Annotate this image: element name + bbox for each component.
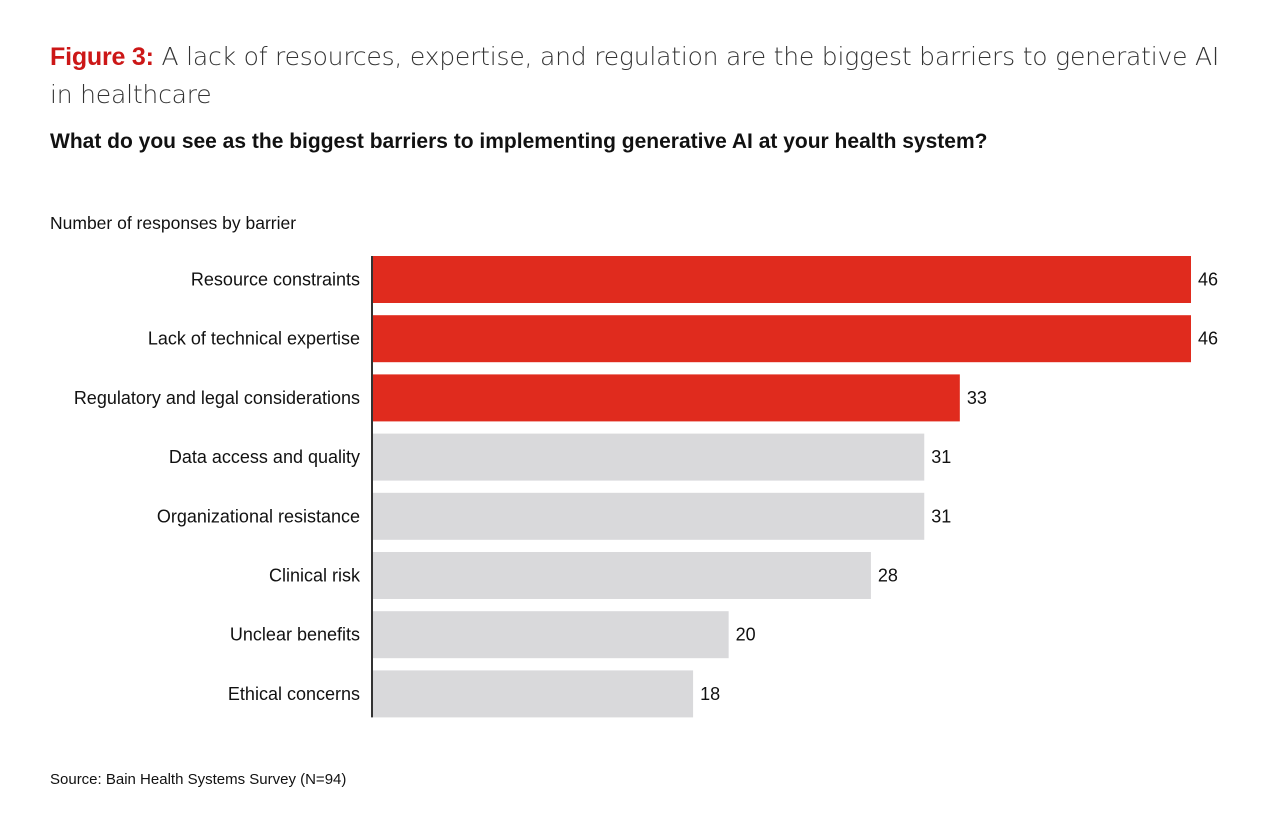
value-label: 18 (700, 684, 720, 704)
bar-1 (373, 315, 1191, 363)
value-label: 33 (967, 388, 987, 408)
bar-0 (373, 256, 1191, 303)
bar-3 (373, 433, 925, 481)
figure-title-text: A lack of resources, expertise, and regu… (50, 42, 1220, 109)
category-label: Lack of technical expertise (148, 329, 360, 349)
category-label: Regulatory and legal considerations (74, 388, 360, 408)
bar-7 (373, 670, 694, 718)
value-label: 20 (736, 625, 756, 645)
chart-question: What do you see as the biggest barriers … (50, 130, 988, 153)
figure-title: Figure 3: A lack of resources, expertise… (50, 38, 1230, 113)
category-label: Data access and quality (169, 447, 360, 467)
figure-label: Figure 3: (50, 43, 154, 71)
bar-2 (373, 374, 960, 422)
category-label: Organizational resistance (157, 506, 360, 526)
category-label: Clinical risk (269, 566, 361, 586)
bar-4 (373, 492, 925, 540)
unit-label: Number of responses by barrier (50, 213, 297, 233)
value-label: 28 (878, 566, 898, 586)
bar-6 (373, 611, 729, 659)
source-note: Source: Bain Health Systems Survey (N=94… (50, 771, 347, 788)
category-label: Resource constraints (191, 270, 360, 290)
value-label: 31 (931, 447, 951, 467)
value-label: 31 (931, 506, 951, 526)
bar-5 (373, 552, 871, 599)
value-label: 46 (1198, 270, 1218, 290)
category-label: Unclear benefits (230, 625, 360, 645)
value-label: 46 (1198, 329, 1218, 349)
category-label: Ethical concerns (228, 684, 360, 704)
